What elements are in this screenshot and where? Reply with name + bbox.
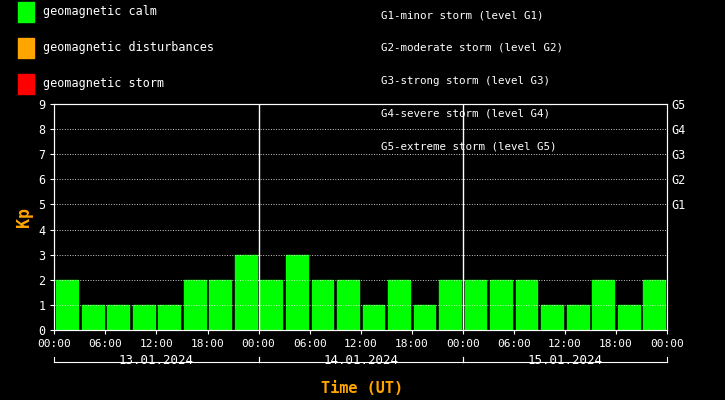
Bar (133, 305, 154, 330)
Text: G3-strong storm (level G3): G3-strong storm (level G3) (381, 76, 550, 86)
Text: geomagnetic calm: geomagnetic calm (43, 6, 157, 18)
Text: G1-minor storm (level G1): G1-minor storm (level G1) (381, 10, 543, 20)
Bar (235, 255, 257, 330)
Bar (388, 280, 410, 330)
Bar (57, 280, 78, 330)
Text: G5-extreme storm (level G5): G5-extreme storm (level G5) (381, 141, 556, 151)
Bar (362, 305, 384, 330)
Text: Time (UT): Time (UT) (321, 381, 404, 396)
Text: geomagnetic storm: geomagnetic storm (43, 78, 164, 90)
Text: G4-severe storm (level G4): G4-severe storm (level G4) (381, 108, 550, 118)
Bar (312, 280, 334, 330)
Bar (337, 280, 359, 330)
Bar (465, 280, 486, 330)
Bar (592, 280, 614, 330)
Bar (82, 305, 104, 330)
Text: 14.01.2024: 14.01.2024 (323, 354, 398, 367)
Text: 15.01.2024: 15.01.2024 (527, 354, 602, 367)
Bar (158, 305, 180, 330)
Bar (286, 255, 307, 330)
Bar (567, 305, 589, 330)
Bar (439, 280, 461, 330)
Text: geomagnetic disturbances: geomagnetic disturbances (43, 42, 214, 54)
Bar (643, 280, 665, 330)
Text: 13.01.2024: 13.01.2024 (119, 354, 194, 367)
Bar (490, 280, 512, 330)
Text: G2-moderate storm (level G2): G2-moderate storm (level G2) (381, 43, 563, 53)
Bar (414, 305, 435, 330)
Bar (515, 280, 537, 330)
Bar (210, 280, 231, 330)
Bar (260, 280, 282, 330)
Y-axis label: Kp: Kp (14, 207, 33, 227)
Bar (618, 305, 639, 330)
Bar (107, 305, 129, 330)
Bar (542, 305, 563, 330)
Bar (184, 280, 206, 330)
